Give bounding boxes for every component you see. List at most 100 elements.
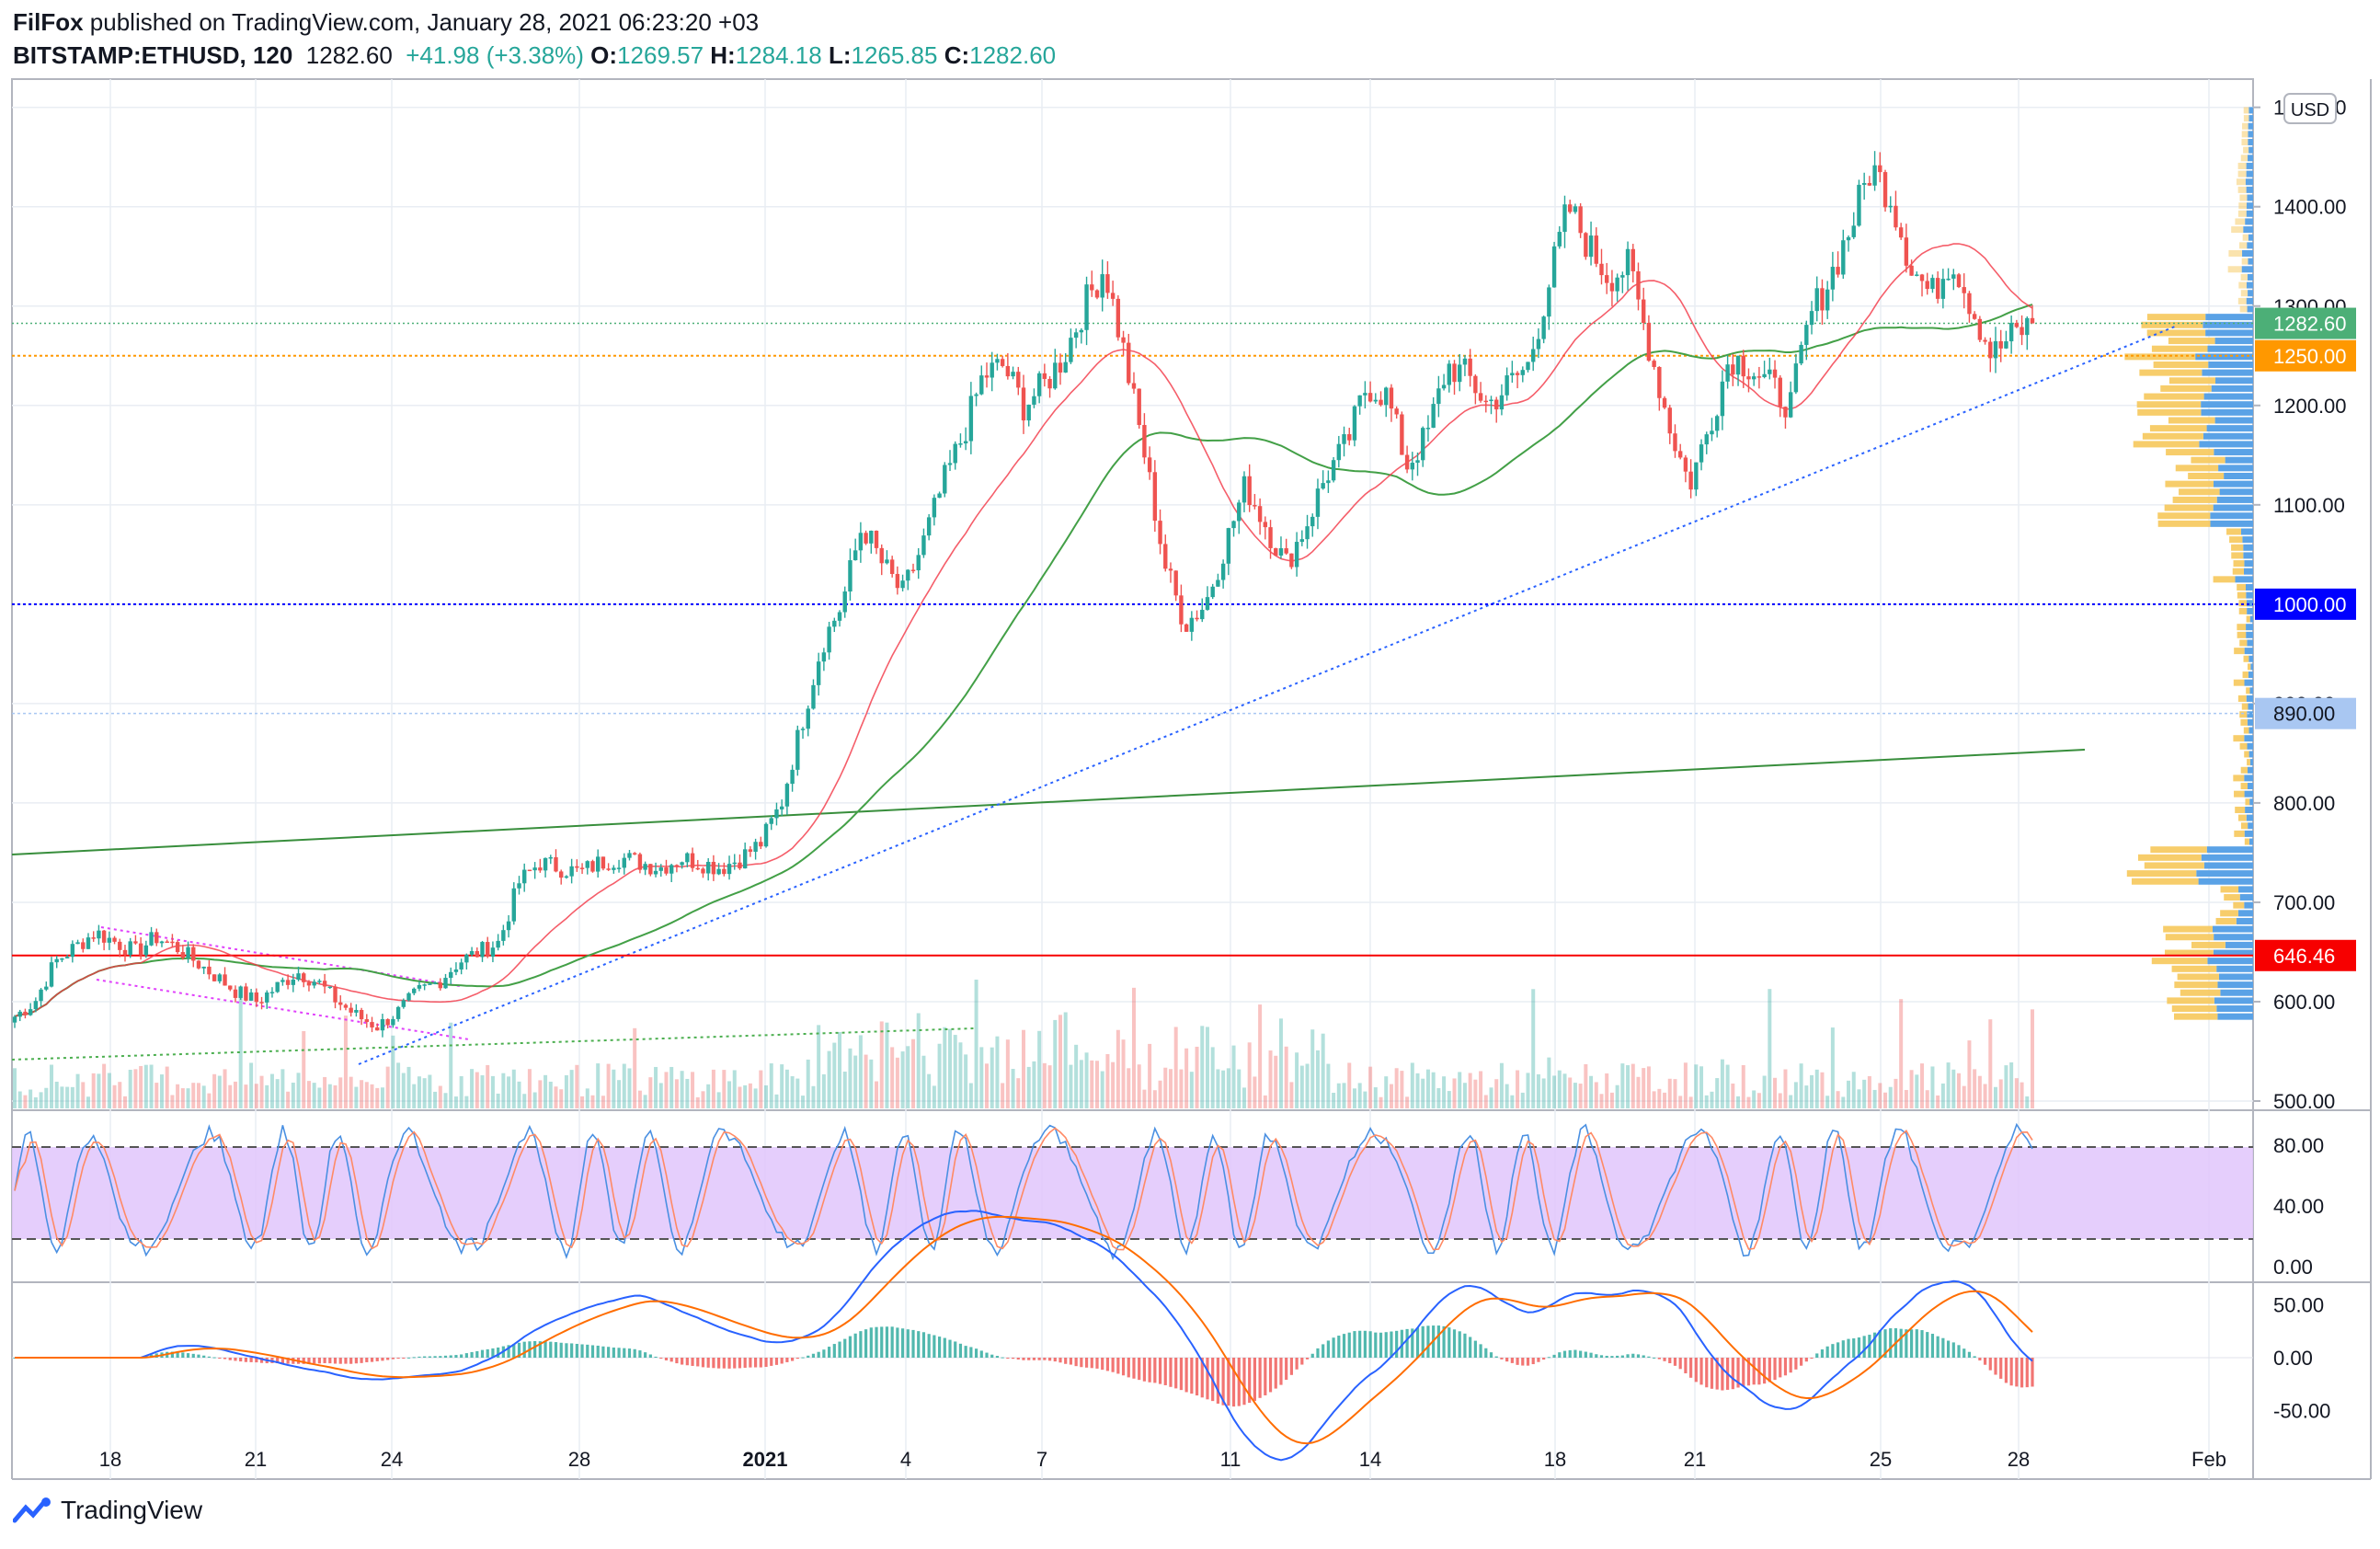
candle-body [590, 861, 595, 872]
volume-bar [39, 1092, 43, 1108]
macd-histogram-bar [921, 1332, 926, 1358]
author-name[interactable]: FilFox [13, 8, 84, 36]
macd-histogram-bar [627, 1348, 632, 1358]
volume-bar [1494, 1079, 1499, 1108]
symbol-label[interactable]: BITSTAMP:ETHUSD, 120 [13, 41, 293, 69]
volume-bar [302, 1030, 306, 1108]
volume-bar [1400, 1071, 1404, 1108]
macd-histogram-bar [1500, 1358, 1504, 1360]
volume-bar [102, 1063, 107, 1108]
candle-body [412, 988, 417, 993]
volume-bar [97, 1073, 101, 1108]
macd-tick-label: -50.00 [2273, 1400, 2330, 1423]
volume-bar [569, 1070, 574, 1108]
candle-body [196, 960, 201, 969]
magenta-channel-bottom[interactable] [96, 979, 470, 1040]
macd-histogram-bar [738, 1358, 742, 1369]
currency-button[interactable]: USD [2283, 93, 2337, 124]
vp-bar-up [2247, 742, 2253, 750]
candle-body [1677, 451, 1683, 458]
vp-bar-up [2246, 694, 2253, 702]
candle-body [1363, 393, 1367, 396]
candle-body [1536, 338, 1541, 350]
macd-line [15, 1210, 2033, 1462]
candle-body [906, 569, 910, 581]
macd-histogram-bar [1174, 1358, 1178, 1389]
price-tick-label: 1400.00 [2273, 196, 2347, 219]
long-green-trendline[interactable] [11, 749, 2086, 855]
price-badge [2255, 697, 2356, 729]
macd-histogram-bar [1253, 1358, 1256, 1401]
macd-histogram-bar [1653, 1357, 1656, 1359]
macd-histogram-bar [1825, 1346, 1829, 1358]
volume-bar [201, 1085, 206, 1108]
macd-histogram-bar [286, 1358, 290, 1364]
vp-bar-down [2172, 496, 2217, 503]
candle-body [122, 949, 128, 956]
candle-body [1904, 237, 1909, 266]
vp-bar-down [2165, 949, 2214, 957]
vp-bar-down [2220, 886, 2239, 893]
macd-histogram-bar [418, 1356, 421, 1358]
candle-body [1342, 434, 1346, 444]
macd-histogram-bar [2025, 1358, 2029, 1388]
macd-histogram-bar [1973, 1356, 1976, 1358]
candle-body [569, 866, 574, 877]
volume-bar [1878, 1083, 1882, 1108]
volume-bar [1421, 1078, 1425, 1108]
candle-body [1541, 316, 1546, 339]
candle-body [1163, 544, 1168, 569]
candle-body [816, 661, 821, 685]
candle-body [449, 971, 453, 979]
macd-histogram-bar [460, 1354, 463, 1358]
volume-bar [327, 1084, 332, 1108]
vp-bar-up [2245, 178, 2253, 186]
time-axis[interactable]: 18 21 24 28 2021 4 7 11 14 18 21 25 28 Feb [99, 1448, 2226, 1471]
candle-body [1846, 236, 1851, 241]
candle-body [75, 942, 80, 945]
macd-histogram-bar [654, 1356, 658, 1358]
vp-bar-up [2246, 170, 2253, 178]
candle-body [443, 978, 448, 989]
vp-bar-down [2231, 226, 2244, 234]
vp-bar-down [2243, 115, 2249, 122]
candle-body [233, 989, 238, 998]
candle-body [1011, 372, 1015, 377]
vp-bar-up [2247, 783, 2253, 790]
volume-bar [1142, 1089, 1147, 1108]
volume-bar [722, 1070, 727, 1108]
macd-histogram-bar [549, 1341, 553, 1358]
volume-bar [1589, 1075, 1594, 1108]
vp-bar-down [2157, 512, 2211, 520]
trend-drawings[interactable] [11, 326, 2176, 1065]
vp-bar-up [2241, 266, 2253, 273]
volume-bar [81, 1082, 86, 1108]
macd-histogram-bar [1736, 1358, 1740, 1388]
candle-body [643, 864, 647, 870]
volume-bar [1479, 1071, 1483, 1108]
blue-support-trendline[interactable] [358, 326, 2176, 1065]
candle-body [984, 375, 990, 378]
macd-histogram-bar [1127, 1358, 1130, 1378]
magenta-channel-top[interactable] [100, 926, 461, 987]
volume-bar [1278, 1018, 1283, 1108]
volume-bar [1599, 1094, 1604, 1108]
horizontal-levels[interactable] [12, 322, 2253, 957]
volume-bar [49, 1064, 53, 1108]
vp-bar-down [2240, 155, 2248, 162]
vp-bar-up [2214, 338, 2253, 345]
macd-histogram-bar [1395, 1330, 1399, 1358]
volume-bar [1594, 1082, 1598, 1108]
vp-bar-up [2243, 226, 2253, 234]
volume-bar [869, 1059, 874, 1108]
volume-bar [1079, 1060, 1083, 1108]
chart-header: FilFox published on TradingView.com, Jan… [13, 6, 1484, 72]
candle-body [265, 992, 269, 1003]
volume-bar [953, 1035, 957, 1108]
candle-body [480, 942, 485, 958]
volume-bar [133, 1069, 138, 1108]
volume-bar [1342, 1083, 1346, 1108]
volume-bar [1909, 1070, 1914, 1108]
vp-bar-down [2174, 1013, 2218, 1020]
